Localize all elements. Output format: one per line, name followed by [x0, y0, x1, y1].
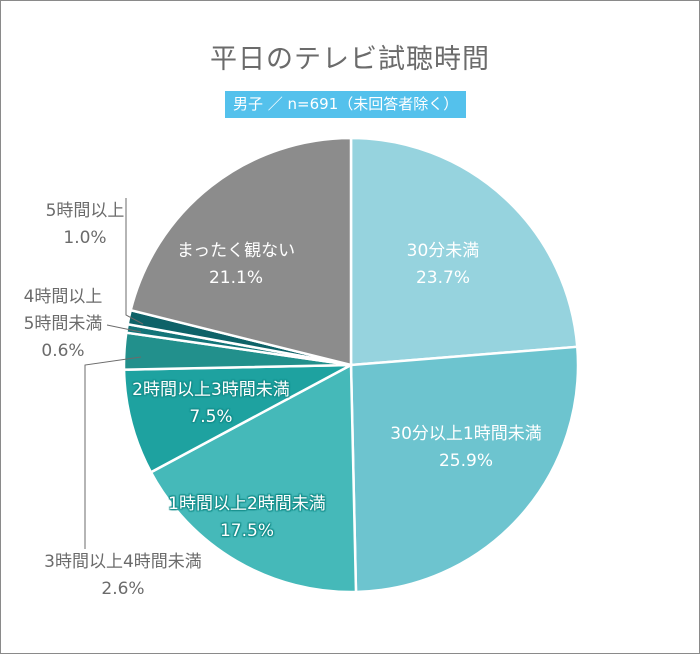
slice-label-7: まったく観ない 21.1% [177, 238, 295, 292]
slice-name: 5時間以上 [45, 201, 125, 221]
chart-subtitle: 男子 ／ n=691（未回答者除く） [225, 91, 467, 118]
slice-name: 30分以上1時間未満 [390, 424, 542, 444]
slice-value: 17.5% [219, 521, 275, 541]
pie-slice-7 [129, 136, 353, 367]
pie-slice-2 [149, 362, 358, 594]
leader-line-3-4h [84, 356, 142, 549]
slice-name: 4時間以上5時間未満 [23, 287, 103, 334]
slice-value: 21.1% [208, 268, 264, 288]
pie-slice-1 [349, 345, 580, 594]
chart-title: 平日のテレビ試聴時間 [210, 44, 490, 75]
slice-name: まったく観ない [176, 241, 296, 261]
pie-slice-3 [122, 363, 352, 474]
leader-line-4-5h [106, 324, 142, 333]
slice-value: 23.7% [415, 268, 471, 288]
slice-value: 25.9% [438, 451, 494, 471]
slice-label-3: 2時間以上3時間未満 7.5% [132, 377, 290, 431]
slice-value: 1.0% [63, 228, 107, 248]
slice-value: 2.6% [101, 579, 145, 599]
slice-label-5: 4時間以上5時間未満 0.6% [21, 284, 105, 365]
slice-label-4: 3時間以上4時間未満 2.6% [44, 549, 202, 603]
slice-value: 7.5% [189, 407, 233, 427]
slice-value: 0.6% [41, 341, 85, 361]
slice-name: 2時間以上3時間未満 [132, 380, 290, 400]
slice-label-1: 30分以上1時間未満 25.9% [390, 421, 541, 475]
slice-name: 30分未満 [406, 241, 480, 261]
slice-label-0: 30分未満 23.7% [407, 238, 480, 292]
slice-label-6: 5時間以上 1.0% [46, 198, 125, 252]
slice-label-2: 1時間以上2時間未満 17.5% [168, 491, 326, 545]
slice-name: 3時間以上4時間未満 [44, 552, 202, 572]
slice-name: 1時間以上2時間未満 [168, 494, 326, 514]
leader-line-5h [125, 198, 144, 325]
pie-slice-0 [349, 136, 579, 367]
